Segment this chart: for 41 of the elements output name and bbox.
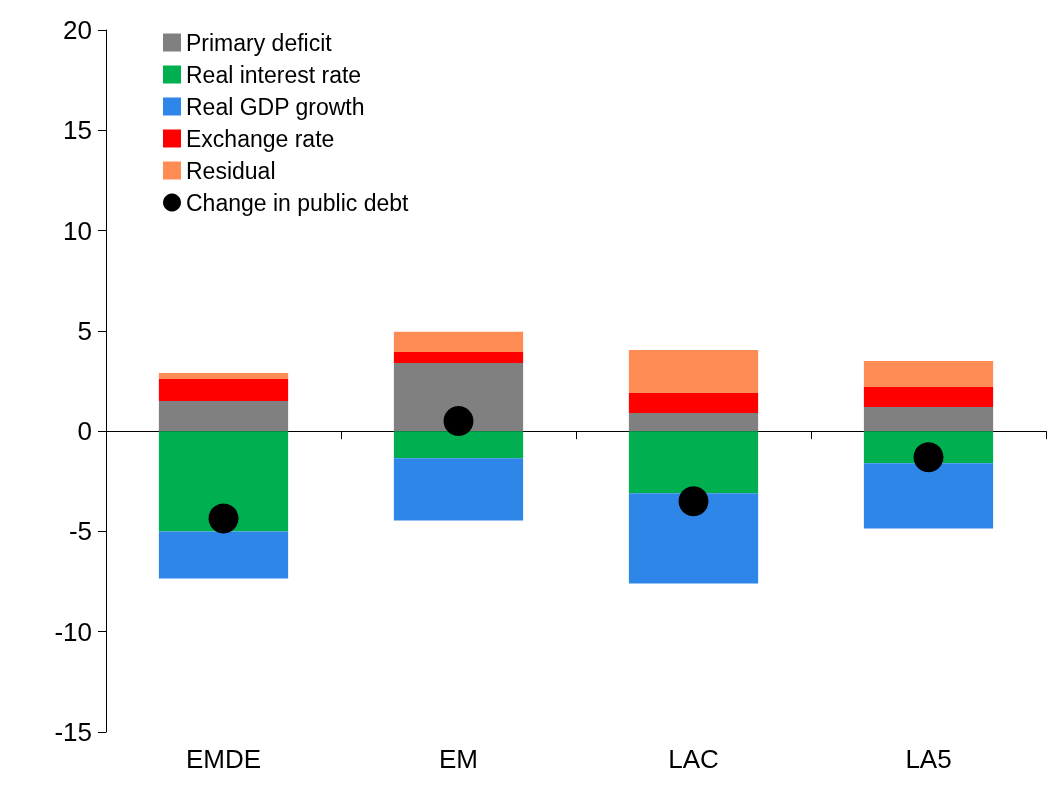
x-tick-label: EM <box>439 744 478 774</box>
legend-label: Change in public debt <box>186 189 410 216</box>
legend-label: Exchange rate <box>186 125 335 152</box>
bar <box>158 372 289 379</box>
legend-label: Real GDP growth <box>186 93 365 120</box>
bar <box>628 393 759 414</box>
y-tick-label: 20 <box>63 15 92 45</box>
y-tick-label: 15 <box>63 115 92 146</box>
y-tick-label: -10 <box>54 616 92 647</box>
point <box>443 406 474 437</box>
x-tick-label: EMDE <box>185 744 262 774</box>
bar <box>628 493 759 584</box>
bar <box>393 331 524 352</box>
point <box>678 486 709 517</box>
legend-label: Real interest rate <box>186 61 362 88</box>
bar <box>628 349 759 394</box>
bar <box>628 431 759 494</box>
bar <box>393 362 524 432</box>
bar <box>158 431 289 532</box>
bar <box>863 360 994 388</box>
y-tick-label: 5 <box>77 315 92 346</box>
y-tick-label: 10 <box>63 215 92 246</box>
bar <box>393 458 524 521</box>
bar <box>158 401 289 432</box>
bar <box>158 531 289 579</box>
bar <box>863 387 994 408</box>
point <box>208 503 239 534</box>
point <box>913 442 944 473</box>
bar <box>863 407 994 432</box>
bar <box>863 463 994 529</box>
y-tick-label: -5 <box>68 516 92 547</box>
x-tick-label: LA5 <box>905 744 952 774</box>
bar <box>628 413 759 432</box>
bar <box>393 431 524 459</box>
y-tick-label: -15 <box>54 717 92 747</box>
bar <box>393 351 524 363</box>
bar <box>158 378 289 402</box>
legend-label: Primary deficit <box>186 29 333 56</box>
legend-label: Residual <box>186 157 276 184</box>
y-tick-label: 0 <box>77 416 92 447</box>
x-tick-label: LAC <box>668 744 719 774</box>
